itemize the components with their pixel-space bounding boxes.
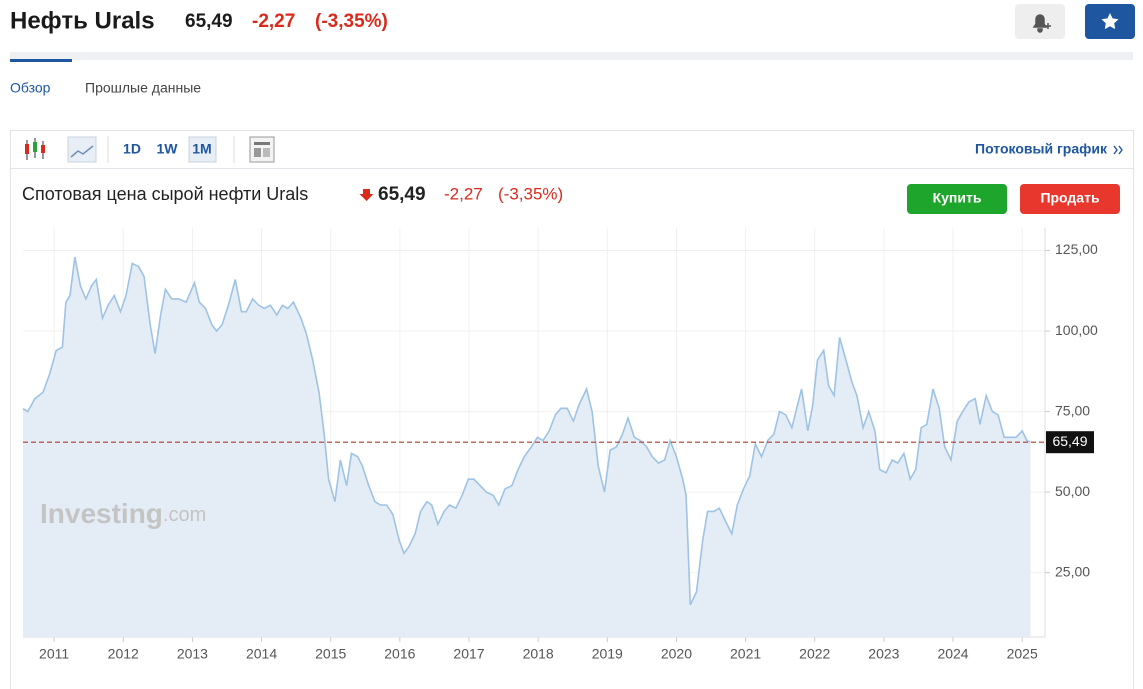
sell-button-bg[interactable] bbox=[1020, 184, 1120, 214]
x-tick-label: 2022 bbox=[799, 646, 830, 662]
table-icon[interactable] bbox=[249, 136, 275, 163]
header-change-pct: (-3,35%) bbox=[315, 11, 388, 32]
x-tick-label: 2012 bbox=[108, 646, 139, 662]
interval-button[interactable]: 1W bbox=[157, 141, 179, 157]
chart-title: Спотовая цена сырой нефти Urals bbox=[22, 184, 308, 204]
line-chart-icon[interactable] bbox=[67, 136, 97, 163]
watermark-brand: Investing bbox=[40, 498, 163, 529]
y-tick-label: 50,00 bbox=[1055, 483, 1090, 499]
y-tick-label: 25,00 bbox=[1055, 563, 1090, 579]
watchlist-button[interactable] bbox=[1085, 4, 1135, 39]
watermark: Investing.com bbox=[40, 498, 206, 529]
x-tick-label: 2014 bbox=[246, 646, 277, 662]
tab[interactable]: Обзор bbox=[10, 80, 51, 96]
x-tick-label: 2020 bbox=[661, 646, 692, 662]
last-price-label: 65,49 bbox=[1052, 433, 1087, 449]
streaming-link[interactable]: Потоковый график bbox=[975, 141, 1108, 157]
header-divider bbox=[10, 52, 1133, 60]
x-tick-label: 2016 bbox=[384, 646, 415, 662]
quote-change: -2,27 bbox=[444, 184, 483, 203]
x-tick-label: 2018 bbox=[523, 646, 554, 662]
x-tick-label: 2019 bbox=[592, 646, 623, 662]
plot: 25,00 50,00 75,00 100,00 125,00 2011 2012 2013 2… bbox=[22, 228, 1098, 662]
buy-label[interactable]: Купить bbox=[933, 190, 982, 206]
last-price-tag bbox=[1046, 431, 1094, 454]
watermark-suffix: .com bbox=[163, 504, 206, 526]
alert-button[interactable] bbox=[1015, 4, 1065, 39]
y-tick-label: 75,00 bbox=[1055, 402, 1090, 418]
tab-indicator bbox=[10, 59, 72, 62]
interval-button[interactable]: 1M bbox=[192, 141, 211, 157]
down-arrow bbox=[359, 189, 374, 201]
x-tick-label: 2017 bbox=[453, 646, 484, 662]
buy-button[interactable]: Купить bbox=[907, 184, 1007, 214]
x-tick-label: 2025 bbox=[1007, 646, 1038, 662]
x-tick-label: 2011 bbox=[39, 646, 69, 662]
quote-price: 65,49 bbox=[378, 184, 426, 205]
quote-change-pct: (-3,35%) bbox=[498, 184, 563, 203]
x-tick-label: 2021 bbox=[730, 646, 761, 662]
buy-button-bg[interactable] bbox=[907, 184, 1007, 214]
price-line bbox=[22, 256, 1031, 606]
tab[interactable]: Прошлые данные bbox=[85, 80, 201, 96]
y-tick-label: 100,00 bbox=[1055, 322, 1098, 338]
candle-icon[interactable] bbox=[25, 138, 45, 160]
header-price: 65,49 bbox=[185, 11, 233, 32]
x-tick-label: 2015 bbox=[315, 646, 346, 662]
area bbox=[23, 257, 1031, 637]
bell-icon bbox=[1032, 14, 1051, 33]
x-tick-label: 2024 bbox=[937, 646, 968, 662]
sell-label[interactable]: Продать bbox=[1040, 190, 1100, 206]
x-tick-label: 2013 bbox=[177, 646, 208, 662]
interval-active-bg bbox=[188, 136, 217, 163]
y-tick-label: 125,00 bbox=[1055, 241, 1098, 257]
header-change: -2,27 bbox=[252, 11, 295, 32]
interval-button[interactable]: 1D bbox=[123, 141, 141, 157]
sell-button[interactable]: Продать bbox=[1020, 184, 1120, 214]
chevron-icon bbox=[1113, 145, 1123, 155]
page-title: Нефть Urals bbox=[10, 7, 155, 34]
star-icon bbox=[1101, 13, 1119, 30]
x-tick-label: 2023 bbox=[868, 646, 899, 662]
